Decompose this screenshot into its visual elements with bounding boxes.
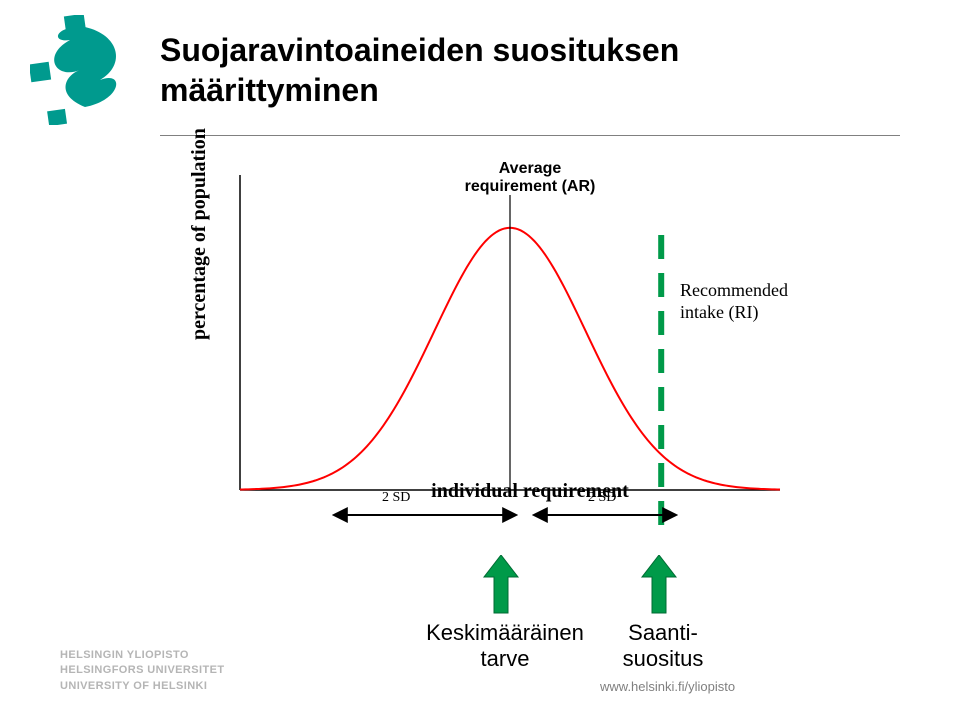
avg-need-label-1: Keskimääräinen: [426, 620, 584, 645]
sd-right-label: 2 SD: [588, 490, 616, 506]
x-axis-label-wrap: 2 SD individual requirement 2 SD: [330, 480, 730, 503]
footer-institution: HELSINGIN YLIOPISTO HELSINGFORS UNIVERSI…: [60, 648, 224, 694]
footer-url: www.helsinki.fi/yliopisto: [600, 679, 735, 694]
page-title: Suojaravintoaineiden suosituksen määritt…: [160, 30, 900, 110]
ri-need-label-1: Saanti-: [628, 620, 698, 645]
ri-need-label-2: suositus: [623, 646, 704, 671]
y-axis-label: percentage of population: [188, 128, 211, 340]
helsinki-logo: [30, 15, 140, 125]
distribution-chart: [220, 150, 800, 530]
footer-line3: UNIVERSITY OF HELSINKI: [60, 680, 207, 692]
footer-line2: HELSINGFORS UNIVERSITET: [60, 664, 224, 676]
avg-need-indicator: Keskimääräinen tarve: [480, 555, 522, 622]
ri-indicator: Saanti- suositus: [638, 555, 680, 622]
footer-line1: HELSINGIN YLIOPISTO: [60, 649, 189, 661]
title-rule: [160, 135, 900, 136]
sd-arrows: [325, 505, 725, 525]
sd-left-label: 2 SD: [382, 490, 410, 506]
up-arrow-icon: [638, 555, 680, 617]
avg-need-label-2: tarve: [481, 646, 530, 671]
up-arrow-icon: [480, 555, 522, 617]
